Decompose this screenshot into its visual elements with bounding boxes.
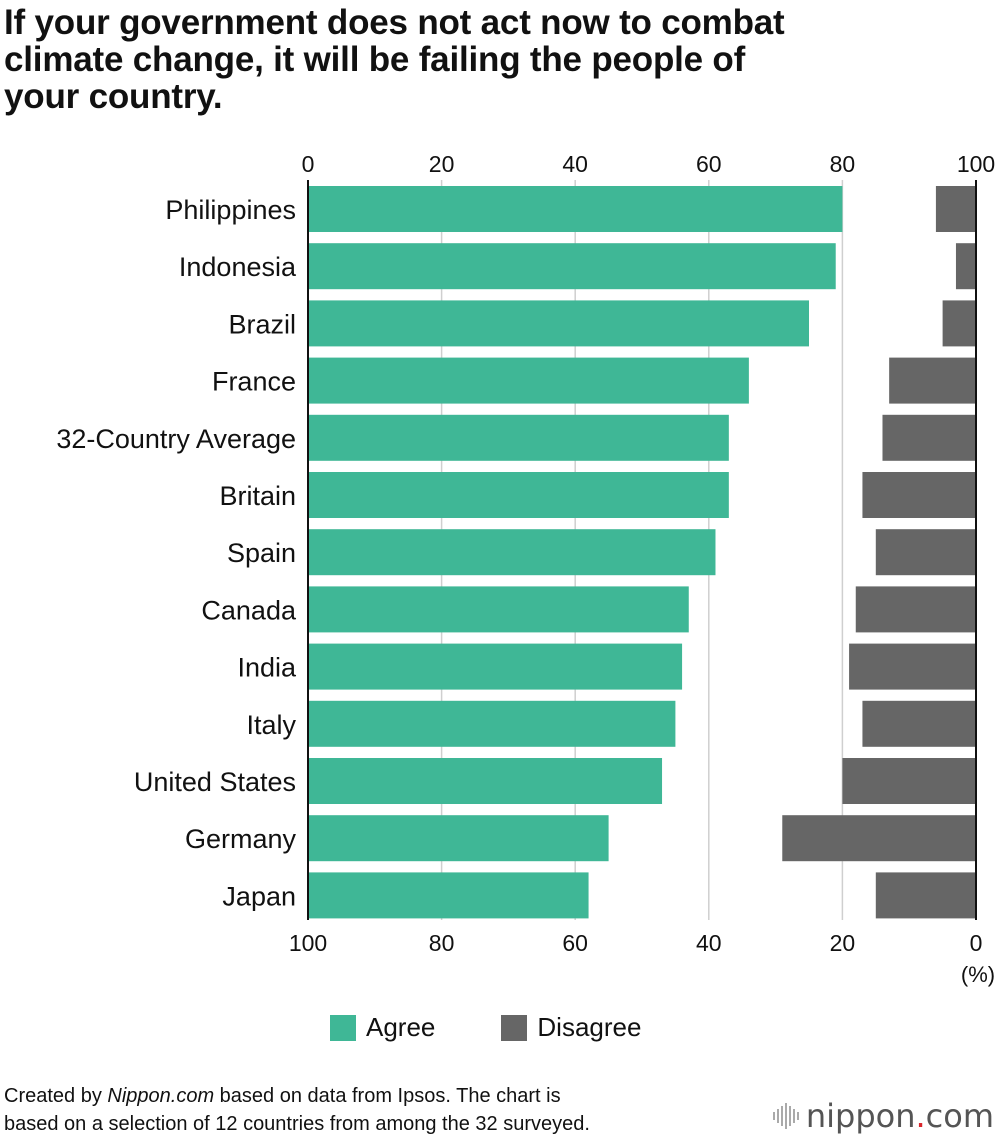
- legend-label-agree: Agree: [366, 1012, 436, 1042]
- footnote-line-1: Created by Nippon.com based on data from…: [4, 1082, 744, 1110]
- title-line-2: climate change, it will be failing the p…: [4, 40, 746, 79]
- bar-agree: [308, 872, 589, 919]
- bottom-tick-label: 40: [696, 930, 722, 956]
- bar-disagree: [855, 586, 976, 633]
- chart-title: If your government does not act now to c…: [4, 4, 994, 115]
- bar-agree: [308, 186, 843, 232]
- bar-disagree: [875, 529, 976, 576]
- bar-agree: [308, 414, 729, 461]
- footnote-source: Nippon.com: [107, 1085, 215, 1107]
- category-label: Italy: [246, 710, 296, 740]
- category-label: Canada: [201, 595, 297, 625]
- bar-disagree: [942, 300, 976, 347]
- bar-disagree: [862, 700, 976, 747]
- bar-agree: [308, 300, 809, 347]
- bottom-tick-label: 60: [562, 930, 588, 956]
- bottom-tick-label: 100: [289, 930, 327, 956]
- legend-swatch-disagree: [501, 1014, 528, 1041]
- category-label: Germany: [185, 824, 297, 854]
- bar-agree: [308, 815, 609, 862]
- legend-item-disagree: Disagree: [501, 1012, 641, 1043]
- footnote-prefix: Created by: [4, 1085, 108, 1107]
- category-label: 32-Country Average: [56, 424, 296, 454]
- category-label: Indonesia: [179, 252, 297, 282]
- category-label: Spain: [227, 538, 296, 568]
- legend-item-agree: Agree: [330, 1012, 435, 1043]
- bar-disagree: [955, 243, 976, 290]
- top-tick-label: 80: [830, 151, 856, 177]
- logo-dot: .: [915, 1097, 926, 1135]
- top-tick-label: 40: [562, 151, 588, 177]
- bottom-tick-label: 20: [830, 930, 856, 956]
- top-tick-label: 0: [302, 151, 315, 177]
- category-label: Brazil: [228, 309, 296, 339]
- logo-name: nippon: [805, 1097, 916, 1135]
- title-line-3: your country.: [4, 77, 223, 116]
- footnote-line-2: based on a selection of 12 countries fro…: [4, 1113, 590, 1135]
- legend-swatch-agree: [330, 1014, 356, 1041]
- bar-agree: [308, 586, 689, 633]
- bottom-tick-label: 0: [970, 930, 983, 956]
- bar-agree: [308, 243, 836, 290]
- bar-disagree: [875, 872, 976, 919]
- bar-agree: [308, 700, 676, 747]
- bar-agree: [308, 758, 663, 804]
- bar-disagree: [935, 186, 976, 232]
- bar-agree: [308, 357, 749, 404]
- bar-disagree: [782, 815, 976, 862]
- nippon-logo: nippon. com: [772, 1097, 994, 1135]
- footnote: Created by Nippon.com based on data from…: [4, 1082, 744, 1138]
- top-tick-label: 100: [957, 151, 995, 177]
- legend: Agree Disagree: [330, 1012, 707, 1043]
- bar-agree: [308, 472, 729, 518]
- bar-disagree: [889, 357, 976, 404]
- legend-label-disagree: Disagree: [537, 1012, 642, 1042]
- category-label: Japan: [222, 881, 296, 911]
- bar-agree: [308, 643, 683, 690]
- category-label: Philippines: [165, 195, 296, 225]
- unit-label: (%): [961, 962, 995, 987]
- title-line-1: If your government does not act now to c…: [4, 3, 785, 42]
- footnote-suffix: based on data from Ipsos. The chart is: [214, 1085, 561, 1107]
- category-label: India: [237, 653, 297, 683]
- category-label: France: [212, 367, 296, 397]
- sound-bars-icon: [772, 1103, 799, 1129]
- bar-disagree: [862, 472, 976, 518]
- logo-tld: com: [925, 1097, 994, 1135]
- bottom-tick-label: 80: [429, 930, 455, 956]
- bar-disagree: [849, 643, 976, 690]
- category-label: Britain: [219, 481, 296, 511]
- bar-disagree: [842, 758, 976, 804]
- bar-chart: Philippines Indonesia Brazil France 32-Count…: [56, 151, 995, 987]
- top-tick-label: 60: [696, 151, 722, 177]
- bar-agree: [308, 529, 716, 576]
- category-label: United States: [134, 767, 296, 797]
- top-tick-label: 20: [429, 151, 455, 177]
- bar-disagree: [882, 414, 976, 461]
